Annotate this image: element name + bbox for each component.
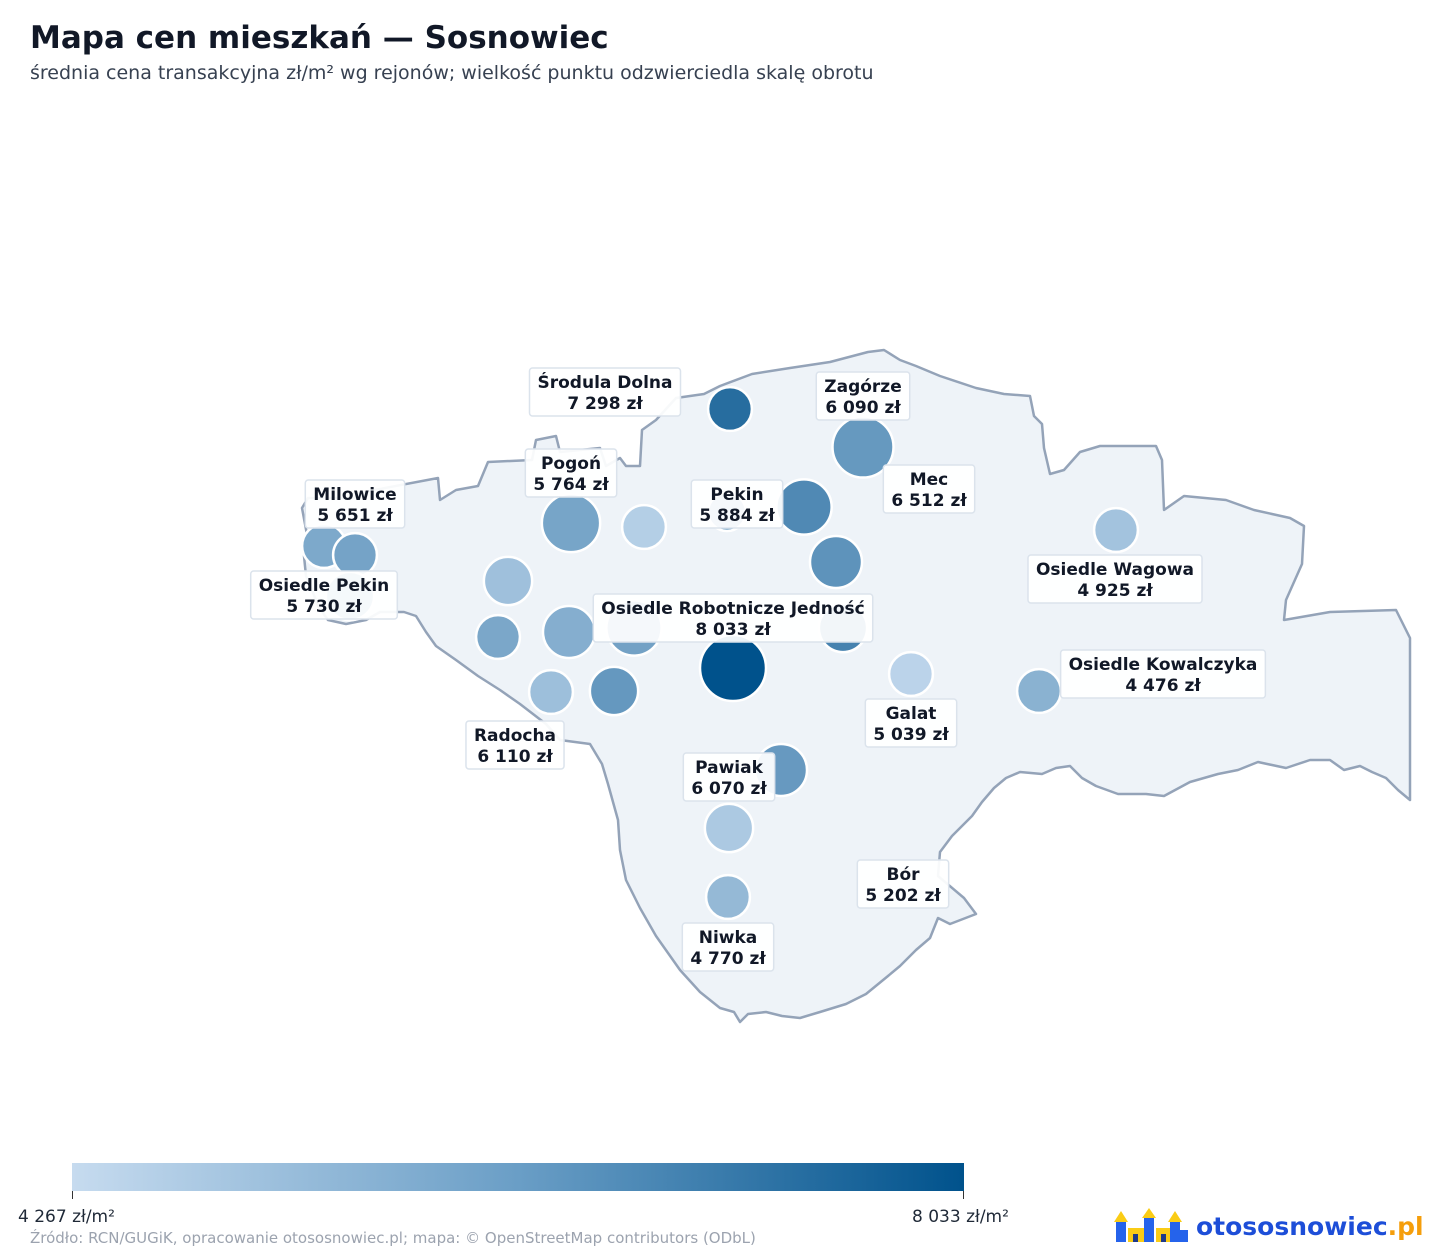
- district-label-box: [465, 720, 565, 770]
- district-price: 8 033 zł: [695, 620, 771, 640]
- district-name: Bór: [886, 865, 920, 885]
- price-bubble[interactable]: [1092, 506, 1140, 554]
- district-price: 5 730 zł: [286, 597, 362, 617]
- district-price: 4 770 zł: [690, 949, 766, 969]
- colorbar-tick-min: [72, 1191, 73, 1199]
- district-name: Pawiak: [695, 758, 763, 778]
- district-name: Pogoń: [541, 454, 601, 474]
- district-price: 5 884 zł: [699, 506, 775, 526]
- district-name: Pekin: [710, 485, 763, 505]
- district-name: Mec: [910, 470, 949, 490]
- district-label-box: [1027, 554, 1203, 604]
- colorbar: [72, 1163, 964, 1191]
- district-label-box: [815, 371, 911, 421]
- district-price: 4 925 zł: [1077, 581, 1153, 601]
- price-bubble[interactable]: [706, 385, 754, 433]
- source-note: Źródło: RCN/GUGiK, opracowanie otososnow…: [30, 1229, 756, 1247]
- district-price: 5 764 zł: [533, 475, 609, 495]
- district-price: 4 476 zł: [1125, 676, 1201, 696]
- district-price: 5 651 zł: [317, 506, 393, 526]
- price-bubble[interactable]: [588, 665, 640, 717]
- district-label-box: [864, 698, 958, 748]
- district-name: Galat: [886, 704, 937, 724]
- district-price: 6 070 zł: [691, 779, 767, 799]
- district-name: Radocha: [474, 726, 556, 746]
- price-bubble[interactable]: [620, 503, 668, 551]
- district-price: 6 090 zł: [825, 398, 901, 418]
- brand-logo[interactable]: otososnowiec.pl: [1114, 1206, 1424, 1246]
- colorbar-min-label: 4 267 zł/m²: [18, 1207, 115, 1227]
- price-bubble[interactable]: [474, 613, 522, 661]
- price-bubble[interactable]: [808, 534, 864, 590]
- price-bubble[interactable]: [704, 873, 752, 921]
- district-label-box: [882, 464, 976, 514]
- district-label-box: [524, 448, 618, 498]
- district-label-box: [304, 479, 406, 529]
- colorbar-max-label: 8 033 zł/m²: [912, 1207, 1009, 1227]
- castle-icon: [1114, 1208, 1188, 1242]
- price-bubble[interactable]: [527, 668, 575, 716]
- district-label-box: [249, 570, 399, 620]
- page-title: Mapa cen mieszkań — Sosnowiec: [30, 20, 609, 56]
- district-label-box: [682, 752, 776, 802]
- district-price: 5 202 zł: [865, 886, 941, 906]
- district-label-box: [528, 367, 682, 417]
- district-price: 6 110 zł: [477, 747, 553, 767]
- district-name: Osiedle Pekin: [259, 576, 390, 596]
- district-name: Niwka: [699, 928, 758, 948]
- price-bubble[interactable]: [1015, 667, 1063, 715]
- district-label-box: [681, 922, 775, 972]
- district-name: Środula Dolna: [538, 371, 673, 393]
- district-price: 7 298 zł: [567, 394, 643, 414]
- price-bubble[interactable]: [482, 555, 534, 607]
- logo-text: otososnowiec.pl: [1196, 1211, 1424, 1241]
- price-bubble[interactable]: [887, 650, 935, 698]
- district-price: 6 512 zł: [891, 491, 967, 511]
- district-label-box: [1059, 649, 1267, 699]
- district-price: 5 039 zł: [873, 725, 949, 745]
- price-bubble[interactable]: [703, 802, 755, 854]
- district-name: Zagórze: [824, 377, 901, 397]
- district-name: Osiedle Wagowa: [1036, 560, 1194, 580]
- page-subtitle: średnia cena transakcyjna zł/m² wg rejon…: [30, 62, 874, 84]
- district-label-box: [592, 593, 874, 643]
- district-label-box: [856, 859, 950, 909]
- district-name: Osiedle Kowalczyka: [1069, 655, 1258, 675]
- price-bubble[interactable]: [698, 633, 768, 703]
- district-name: Osiedle Robotnicze Jedność: [601, 599, 864, 619]
- district-label-box: [690, 479, 784, 529]
- price-bubble[interactable]: [541, 604, 597, 660]
- colorbar-tick-max: [963, 1191, 964, 1199]
- district-name: Milowice: [313, 485, 396, 505]
- price-bubble[interactable]: [540, 492, 602, 554]
- price-bubble[interactable]: [775, 478, 833, 536]
